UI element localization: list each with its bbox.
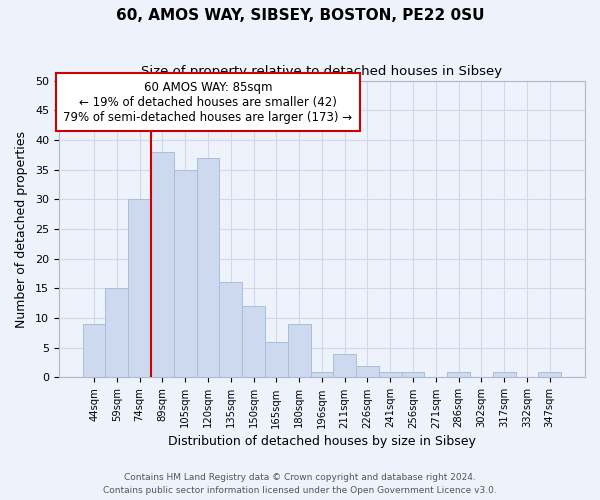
Bar (311, 372, 333, 378)
Bar (379, 372, 401, 378)
Bar (128, 200, 151, 378)
Bar (174, 170, 197, 378)
Text: 60, AMOS WAY, SIBSEY, BOSTON, PE22 0SU: 60, AMOS WAY, SIBSEY, BOSTON, PE22 0SU (116, 8, 484, 22)
Y-axis label: Number of detached properties: Number of detached properties (15, 130, 28, 328)
Bar (356, 366, 379, 378)
Text: 60 AMOS WAY: 85sqm
← 19% of detached houses are smaller (42)
79% of semi-detache: 60 AMOS WAY: 85sqm ← 19% of detached hou… (64, 80, 353, 124)
Bar (401, 372, 424, 378)
Bar (242, 306, 265, 378)
Bar (197, 158, 220, 378)
X-axis label: Distribution of detached houses by size in Sibsey: Distribution of detached houses by size … (168, 434, 476, 448)
Bar (151, 152, 174, 378)
Bar (447, 372, 470, 378)
Text: Contains HM Land Registry data © Crown copyright and database right 2024.
Contai: Contains HM Land Registry data © Crown c… (103, 473, 497, 495)
Bar (220, 282, 242, 378)
Title: Size of property relative to detached houses in Sibsey: Size of property relative to detached ho… (142, 65, 502, 78)
Bar (288, 324, 311, 378)
Bar (83, 324, 106, 378)
Bar (493, 372, 515, 378)
Bar (265, 342, 288, 378)
Bar (333, 354, 356, 378)
Bar (106, 288, 128, 378)
Bar (538, 372, 561, 378)
